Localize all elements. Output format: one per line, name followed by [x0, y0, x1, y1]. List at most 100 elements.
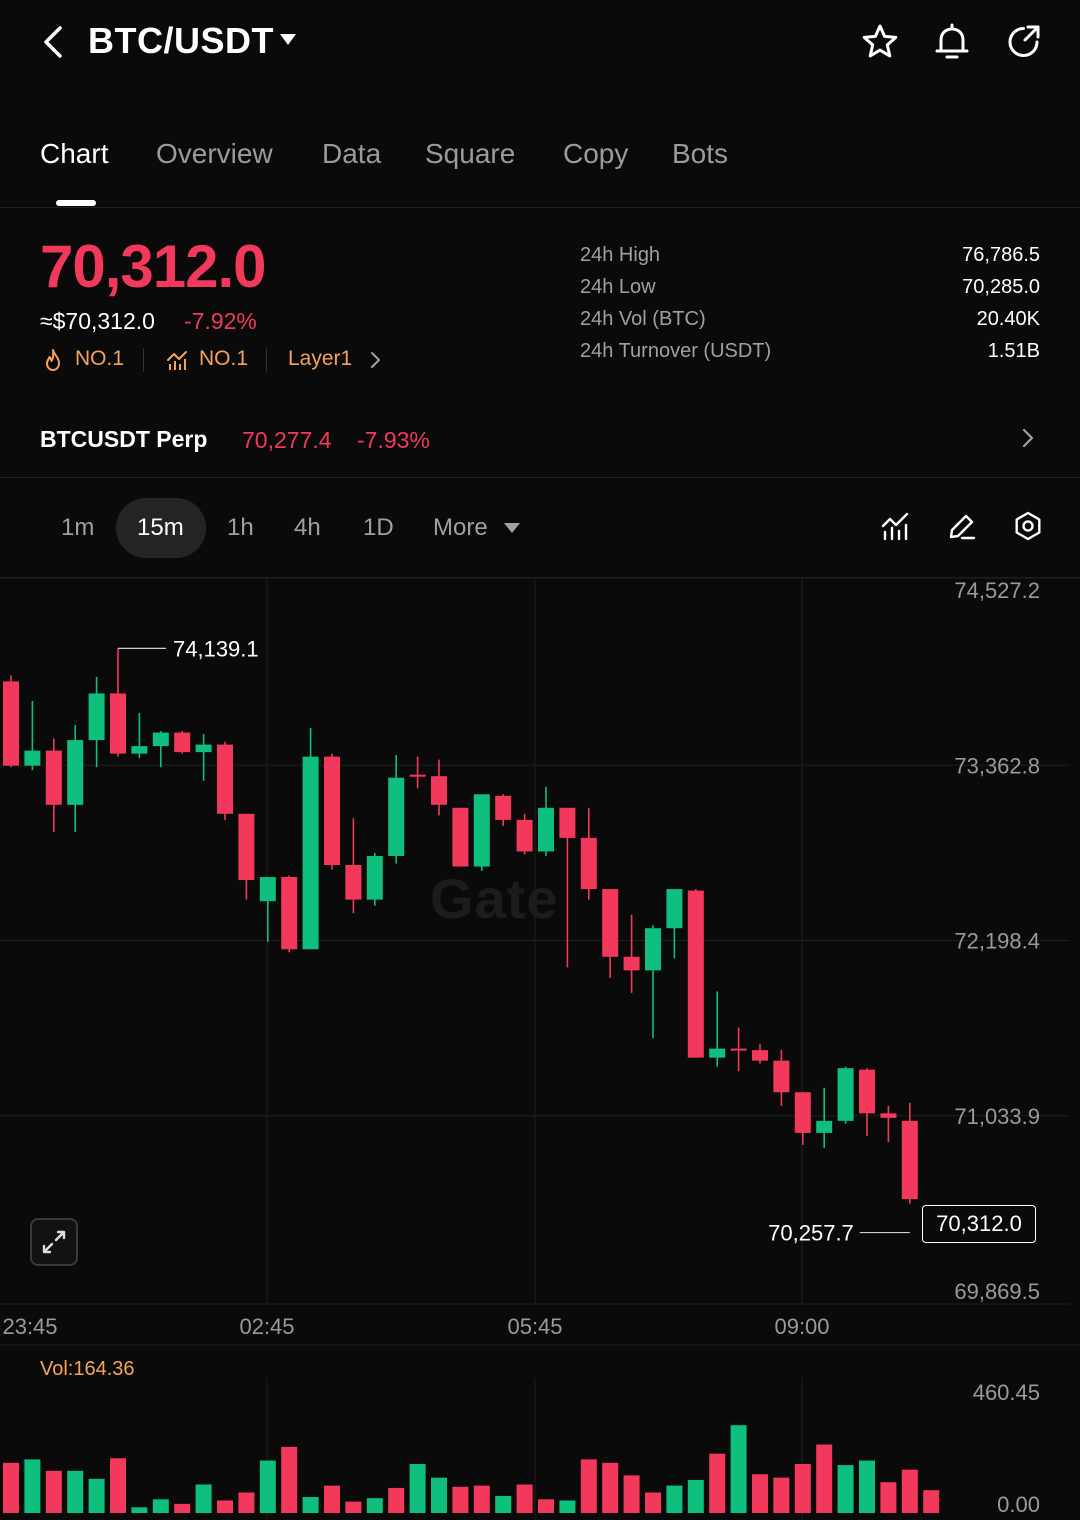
candle-body: [110, 693, 126, 754]
volume-bar: [645, 1492, 661, 1513]
interval-1d[interactable]: 1D: [363, 514, 394, 541]
volume-label: Vol:164.36: [40, 1358, 135, 1380]
chevron-right-icon[interactable]: [368, 348, 384, 372]
volume-bar: [238, 1492, 255, 1513]
volume-axis-label: 460.45: [973, 1380, 1040, 1405]
candle-body: [666, 889, 683, 929]
indicators-icon[interactable]: [880, 510, 912, 542]
x-axis-label: 23:45: [2, 1314, 57, 1339]
volume-bar: [302, 1497, 319, 1513]
candle-body: [3, 681, 19, 766]
interval-1h[interactable]: 1h: [227, 514, 254, 541]
top-bar: BTC/USDT: [0, 0, 1080, 90]
stat-value-turnover: 1.51B: [987, 340, 1040, 362]
candle-body: [131, 746, 148, 754]
tab-bots[interactable]: Bots: [672, 138, 729, 169]
tab-copy[interactable]: Copy: [563, 138, 629, 169]
back-arrow-icon[interactable]: [36, 22, 72, 62]
volume-bar: [388, 1487, 405, 1513]
chevron-right-icon[interactable]: [1020, 426, 1036, 450]
interval-1m[interactable]: 1m: [61, 514, 95, 541]
volume-bar: [687, 1479, 704, 1513]
tag-divider: [143, 348, 144, 372]
tag-divider: [266, 348, 267, 372]
volume-bar: [45, 1470, 62, 1513]
tab-data[interactable]: Data: [322, 138, 382, 169]
perp-name: BTCUSDT Perp: [40, 426, 208, 452]
y-axis-label: 72,198.4: [954, 929, 1040, 954]
main-tabs: Chart Overview Data Square Copy Bots: [0, 138, 1080, 208]
candle-body: [152, 732, 169, 747]
candle-body: [88, 693, 105, 741]
settings-icon[interactable]: [1012, 510, 1044, 542]
candle-body: [880, 1113, 897, 1118]
hot-rank-tag[interactable]: NO.1: [75, 347, 125, 370]
volume-bar: [324, 1485, 340, 1513]
volume-bar: [666, 1485, 683, 1513]
candle-body: [602, 889, 619, 957]
x-axis-label: 09:00: [774, 1314, 829, 1339]
share-icon[interactable]: [1004, 22, 1044, 62]
interval-more[interactable]: More: [433, 514, 488, 541]
candle-body: [752, 1050, 768, 1061]
volume-bar: [794, 1463, 811, 1513]
candlestick-chart[interactable]: 74,527.2 73,362.8 72,198.4 71,033.9 69,869.5…: [0, 578, 1080, 1520]
candle-body: [302, 756, 319, 950]
candle-body: [773, 1060, 790, 1093]
category-tag[interactable]: Layer1: [288, 347, 353, 370]
candle-body: [452, 807, 469, 867]
interval-15m[interactable]: 15m: [137, 514, 184, 541]
candle-body: [538, 807, 554, 852]
candle-body: [174, 732, 191, 753]
stat-label-high: 24h High: [580, 244, 661, 266]
x-axis-label: 02:45: [239, 1314, 294, 1339]
candle-body: [345, 864, 362, 900]
volume-bar: [580, 1459, 597, 1513]
perp-change-percent: -7.93%: [357, 427, 430, 453]
candle-body: [431, 776, 447, 805]
more-caret-icon[interactable]: [504, 523, 520, 533]
volume-axis-label: 0.00: [997, 1492, 1040, 1517]
candle-body: [324, 756, 340, 865]
low-marker-label: 70,257.7: [768, 1221, 854, 1246]
volume-bar: [24, 1459, 41, 1513]
bell-icon[interactable]: [932, 22, 972, 62]
candle-body: [67, 740, 84, 805]
stat-label-low: 24h Low: [580, 276, 656, 298]
tab-square[interactable]: Square: [425, 138, 516, 169]
volume-bar: [837, 1465, 854, 1513]
candle-body: [794, 1092, 811, 1133]
interval-4h[interactable]: 4h: [294, 514, 321, 541]
watermark-logo: Gate: [430, 867, 559, 930]
market-cap-icon: [167, 351, 187, 370]
expand-icon: [42, 1230, 66, 1254]
volume-bar: [773, 1477, 790, 1513]
active-tab-indicator: [56, 200, 96, 206]
candle-body: [281, 877, 298, 950]
last-price: 70,312.0: [40, 233, 267, 300]
pair-title[interactable]: BTC/USDT: [88, 20, 274, 61]
tab-overview[interactable]: Overview: [156, 138, 273, 169]
pair-dropdown-caret-icon[interactable]: [280, 34, 296, 45]
expand-chart-button[interactable]: [30, 1218, 78, 1266]
tab-chart[interactable]: Chart: [40, 138, 109, 169]
y-axis-label: 71,033.9: [954, 1104, 1040, 1129]
volume-bar: [131, 1507, 148, 1513]
market-cap-rank-tag[interactable]: NO.1: [199, 347, 249, 370]
candle-body: [24, 750, 41, 766]
volume-bar: [880, 1482, 897, 1513]
y-axis-label: 74,527.2: [954, 578, 1040, 603]
x-axis-label: 05:45: [507, 1314, 562, 1339]
perp-contract-row[interactable]: BTCUSDT Perp 70,277.4 -7.93%: [0, 400, 1080, 478]
volume-bar: [88, 1478, 105, 1513]
stat-value-high: 76,786.5: [962, 244, 1040, 266]
star-icon[interactable]: [860, 22, 900, 62]
volume-bar: [110, 1458, 126, 1513]
active-interval-pill: [116, 498, 206, 558]
volume-bar: [901, 1469, 918, 1513]
volume-bar: [174, 1503, 191, 1513]
candle-body: [709, 1048, 726, 1058]
draw-pencil-icon[interactable]: [946, 510, 978, 542]
volume-bar: [516, 1484, 533, 1513]
volume-bar: [452, 1486, 469, 1513]
